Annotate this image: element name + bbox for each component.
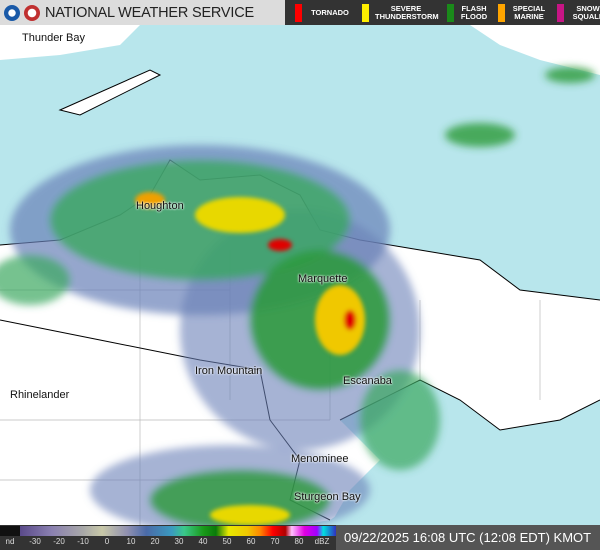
isle-royale <box>58 69 162 116</box>
warning-flash-flood: FLASH FLOOD <box>437 0 488 25</box>
tick-label: 40 <box>198 537 208 546</box>
city-marquette: Marquette <box>298 273 348 285</box>
city-sturgeon-bay: Sturgeon Bay <box>294 491 361 503</box>
no-data-swatch <box>0 526 20 536</box>
warning-tornado: TORNADO <box>285 0 352 25</box>
snow-squall-swatch <box>557 3 564 22</box>
warning-label: TORNADO <box>311 7 349 17</box>
tick-label: 60 <box>246 537 256 546</box>
tick-label: 80 <box>294 537 304 546</box>
tick-label: -30 <box>29 537 41 546</box>
tick-label: dBZ <box>314 537 330 546</box>
city-menominee: Menominee <box>291 453 349 465</box>
city-escanaba: Escanaba <box>343 375 392 387</box>
noaa-logo-icon <box>4 4 20 21</box>
tick-label: 30 <box>174 537 184 546</box>
header-brand: NATIONAL WEATHER SERVICE <box>0 0 285 25</box>
radar-cores <box>135 192 365 525</box>
tick-label: 10 <box>126 537 136 546</box>
land-north-ontario <box>0 25 140 60</box>
radar-echoes <box>0 67 595 535</box>
special-marine-swatch <box>498 3 505 22</box>
city-houghton: Houghton <box>136 200 184 212</box>
warning-label: SPECIAL MARINE <box>512 3 546 21</box>
warning-legend: TORNADO SEVERE THUNDERSTORM FLASH FLOOD … <box>285 0 600 25</box>
tick-label: -10 <box>77 537 89 546</box>
city-thunder-bay: Thunder Bay <box>22 32 85 44</box>
warning-label: SNOW SQUALL <box>572 3 600 21</box>
warning-special-marine: SPECIAL MARINE <box>488 0 547 25</box>
tick-label: 20 <box>150 537 160 546</box>
dbz-color-bar <box>20 526 336 536</box>
flash-flood-swatch <box>447 3 454 22</box>
timestamp: 09/22/2025 16:08 UTC (12:08 EDT) KMOT <box>336 525 600 550</box>
page-title: NATIONAL WEATHER SERVICE <box>45 4 254 21</box>
tick-label: 50 <box>222 537 232 546</box>
tick-label: nd <box>5 537 15 546</box>
severe-thunderstorm-swatch <box>362 3 369 22</box>
tick-label: 0 <box>104 537 110 546</box>
city-rhinelander: Rhinelander <box>10 389 70 401</box>
tornado-swatch <box>295 3 302 22</box>
city-iron-mountain: Iron Mountain <box>195 365 263 377</box>
nws-logo-icon <box>24 4 40 21</box>
warning-label: SEVERE THUNDERSTORM <box>375 3 439 21</box>
tick-label: 70 <box>270 537 280 546</box>
land-ontario-east <box>470 25 600 75</box>
warning-severe-thunderstorm: SEVERE THUNDERSTORM <box>352 0 439 25</box>
warning-snow-squall: SNOW SQUALL <box>547 0 600 25</box>
warning-label: FLASH FLOOD <box>460 3 488 21</box>
tick-label: -20 <box>53 537 65 546</box>
reflectivity-legend: nd -30 -20 -10 0 10 20 30 40 50 60 70 80… <box>0 525 336 550</box>
